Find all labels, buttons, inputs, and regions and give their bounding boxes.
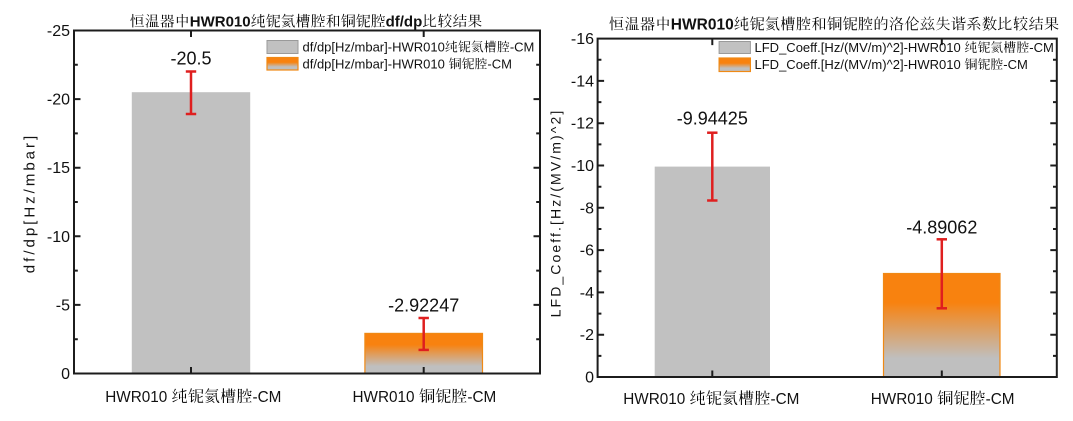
svg-text:LFD_Coeff.[Hz/(MV/m)^2]-HWR010: LFD_Coeff.[Hz/(MV/m)^2]-HWR010 [755, 57, 961, 72]
svg-text:HWR010: HWR010 [105, 389, 167, 406]
svg-text:-10: -10 [571, 158, 594, 175]
svg-text:df/dp: df/dp [386, 14, 423, 31]
svg-text:HWR010: HWR010 [871, 391, 933, 408]
svg-text:df/dp[Hz/mbar]-HWR010: df/dp[Hz/mbar]-HWR010 [303, 57, 445, 72]
svg-text:-2: -2 [580, 327, 594, 344]
svg-text:-5: -5 [56, 297, 70, 314]
svg-text:-9.94425: -9.94425 [677, 109, 748, 129]
svg-text:-8: -8 [580, 200, 594, 217]
svg-text:-CM: -CM [510, 40, 535, 55]
svg-text:-12: -12 [571, 116, 594, 133]
svg-text:-CM: -CM [467, 389, 496, 406]
svg-text:-20.5: -20.5 [170, 49, 211, 69]
svg-text:-4.89062: -4.89062 [906, 218, 977, 238]
svg-text:HWR010: HWR010 [623, 391, 685, 408]
svg-text:-CM: -CM [1029, 40, 1054, 55]
svg-text:0: 0 [61, 366, 70, 383]
svg-text:HWR010: HWR010 [671, 17, 734, 34]
svg-text:-CM: -CM [771, 391, 800, 408]
svg-text:-CM: -CM [253, 389, 282, 406]
svg-text:-10: -10 [47, 229, 70, 246]
svg-text:-15: -15 [47, 160, 70, 177]
svg-text:-6: -6 [580, 243, 594, 260]
svg-text:0: 0 [585, 370, 594, 387]
svg-text:-14: -14 [571, 73, 594, 90]
svg-text:LFD_Coeff.[Hz/(MV/m)^2]-HWR010: LFD_Coeff.[Hz/(MV/m)^2]-HWR010 [755, 40, 961, 55]
svg-text:df/dp[Hz/mbar]: df/dp[Hz/mbar] [22, 133, 39, 273]
svg-text:-4: -4 [580, 285, 594, 302]
svg-text:df/dp[Hz/mbar]-HWR010: df/dp[Hz/mbar]-HWR010 [303, 40, 445, 55]
svg-text:-25: -25 [47, 23, 70, 40]
svg-text:LFD_Coeff.[Hz/(MV/m)^2]: LFD_Coeff.[Hz/(MV/m)^2] [548, 109, 564, 318]
svg-text:-CM: -CM [986, 391, 1015, 408]
svg-text:-16: -16 [571, 31, 594, 48]
svg-text:-CM: -CM [1003, 57, 1028, 72]
svg-text:-2.92247: -2.92247 [388, 296, 459, 316]
svg-text:-20: -20 [47, 92, 70, 109]
svg-text:HWR010: HWR010 [353, 389, 415, 406]
svg-text:HWR010: HWR010 [190, 14, 251, 31]
svg-text:-CM: -CM [487, 57, 512, 72]
